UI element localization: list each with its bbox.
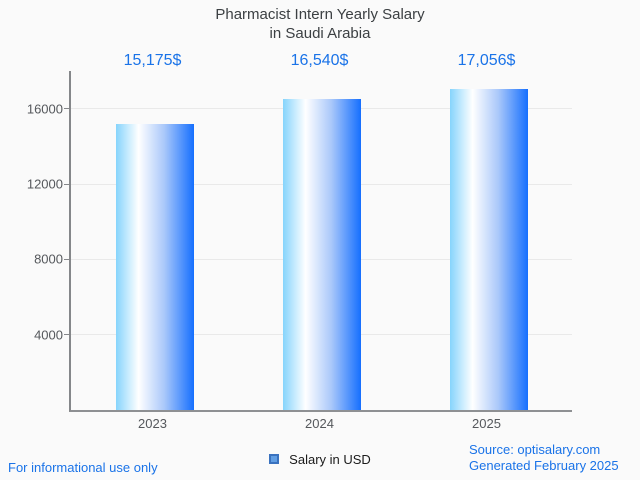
y-tick-mark	[64, 258, 69, 260]
disclaimer-text: For informational use only	[8, 460, 158, 475]
x-tick-label-2024: 2024	[305, 416, 334, 431]
chart-title: Pharmacist Intern Yearly Salary in Saudi…	[0, 5, 640, 43]
bar-2024	[282, 98, 361, 410]
bar-2025	[449, 88, 528, 410]
x-tick-label-2025: 2025	[472, 416, 501, 431]
value-label-2023: 15,175$	[123, 52, 182, 69]
legend: Salary in USD	[0, 451, 640, 467]
legend-label: Salary in USD	[289, 451, 371, 467]
value-label-2024: 16,540$	[290, 52, 349, 69]
value-label-2025: 17,056$	[457, 52, 516, 69]
plot-area: 4000 8000 12000 16000	[27, 71, 572, 412]
y-tick-mark	[64, 334, 69, 336]
bar-2023	[115, 124, 194, 410]
legend-swatch-icon	[269, 454, 280, 464]
x-tick-label-2023: 2023	[138, 416, 167, 431]
generated-date: Generated February 2025	[469, 458, 619, 473]
source-block: Source: optisalary.com Generated Februar…	[469, 442, 619, 474]
chart-title-line2: in Saudi Arabia	[269, 25, 371, 42]
bar-value-labels: 15,175$ 16,540$ 17,056$	[0, 52, 640, 72]
y-tick-mark	[64, 183, 69, 185]
source-link[interactable]: Source: optisalary.com	[469, 442, 601, 457]
y-tick-label-8000: 8000	[34, 251, 63, 267]
y-tick-label-12000: 12000	[26, 176, 63, 192]
y-tick-label-16000: 16000	[26, 101, 63, 117]
y-tick-mark	[64, 108, 69, 110]
x-axis-labels: 2023 2024 2025	[69, 416, 570, 434]
chart-title-line1: Pharmacist Intern Yearly Salary	[215, 6, 425, 23]
y-tick-label-4000: 4000	[34, 327, 63, 343]
